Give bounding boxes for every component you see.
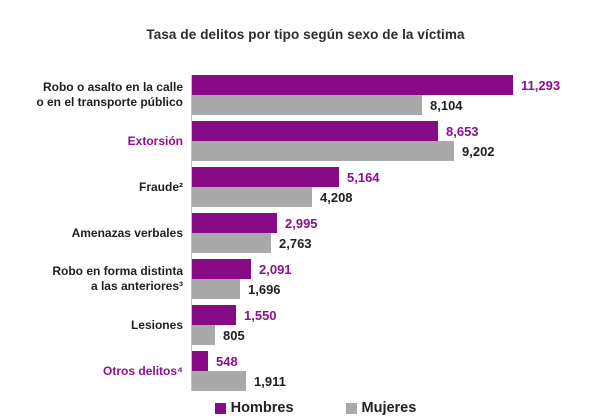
value-label-mujeres: 4,208 [320,189,353,205]
chart-legend: Hombres Mujeres [20,400,611,416]
bar-group: Robo o asalto en la calle o en el transp… [0,75,611,115]
y-axis-line [191,75,192,391]
bar-groups-container: Robo o asalto en la calle o en el transp… [0,75,611,391]
value-label-mujeres: 1,911 [254,373,286,389]
category-label: Otros delitos⁴ [103,363,183,378]
bar-hombres [192,259,251,279]
bar-pair: 8,653 9,202 [192,121,611,161]
value-label-mujeres: 805 [223,327,245,343]
bar-group: Robo en forma distinta a las anteriores³… [0,259,611,299]
value-label-mujeres: 8,104 [430,97,463,113]
bar-mujeres [192,95,422,115]
bar-pair: 11,293 8,104 [192,75,611,115]
value-label-mujeres: 2,763 [279,235,312,251]
bar-mujeres [192,371,246,391]
bar-row-hombres: 548 [192,351,611,371]
bar-row-mujeres: 9,202 [192,141,611,161]
bar-row-hombres: 1,550 [192,305,611,325]
value-label-hombres: 548 [216,353,238,369]
bar-group: Lesiones 1,550 805 [0,305,611,345]
bar-pair: 2,091 1,696 [192,259,611,299]
category-label: Fraude² [138,179,183,194]
bar-mujeres [192,279,240,299]
value-label-hombres: 2,995 [285,215,318,231]
bar-pair: 1,550 805 [192,305,611,345]
bar-group: Fraude² 5,164 4,208 [0,167,611,207]
value-label-hombres: 11,293 [521,77,561,93]
bar-mujeres [192,187,312,207]
value-label-mujeres: 9,202 [462,143,495,159]
legend-swatch-hombres-icon [214,402,226,414]
bar-row-mujeres: 4,208 [192,187,611,207]
bar-row-mujeres: 1,696 [192,279,611,299]
bar-hombres [192,305,236,325]
bar-mujeres [192,233,271,253]
bar-row-mujeres: 2,763 [192,233,611,253]
chart-title: Tasa de delitos por tipo según sexo de l… [146,27,465,42]
legend-item-mujeres: Mujeres [345,400,417,416]
bar-row-hombres: 8,653 [192,121,611,141]
bar-pair: 5,164 4,208 [192,167,611,207]
bar-row-hombres: 2,091 [192,259,611,279]
bar-mujeres [192,325,215,345]
value-label-hombres: 2,091 [259,261,292,277]
value-label-mujeres: 1,696 [248,281,281,297]
bar-row-mujeres: 8,104 [192,95,611,115]
bar-pair: 548 1,911 [192,351,611,391]
bar-pair: 2,995 2,763 [192,213,611,253]
category-label: Lesiones [130,317,183,332]
legend-label-hombres: Hombres [230,400,294,416]
category-label: Robo o asalto en la calle o en el transp… [36,80,183,109]
value-label-hombres: 1,550 [244,307,277,323]
legend-label-mujeres: Mujeres [361,400,417,416]
bar-row-mujeres: 805 [192,325,611,345]
bar-hombres [192,351,208,371]
bar-hombres [192,167,339,187]
bar-hombres [192,121,438,141]
value-label-hombres: 5,164 [347,169,380,185]
bar-row-hombres: 5,164 [192,167,611,187]
legend-swatch-mujeres-icon [345,402,357,414]
bar-row-hombres: 2,995 [192,213,611,233]
bar-hombres [192,75,513,95]
bar-group: Amenazas verbales 2,995 2,763 [0,213,611,253]
bar-chart: Robo o asalto en la calle o en el transp… [0,75,611,391]
legend-item-hombres: Hombres [214,400,294,416]
bar-group: Otros delitos⁴ 548 1,911 [0,351,611,391]
category-label: Extorsión [127,133,183,148]
category-label: Robo en forma distinta a las anteriores³ [52,264,183,293]
bar-row-hombres: 11,293 [192,75,611,95]
bar-group: Extorsión 8,653 9,202 [0,121,611,161]
category-label: Amenazas verbales [71,225,183,240]
bar-row-mujeres: 1,911 [192,371,611,391]
bar-mujeres [192,141,454,161]
bar-hombres [192,213,277,233]
value-label-hombres: 8,653 [446,123,479,139]
